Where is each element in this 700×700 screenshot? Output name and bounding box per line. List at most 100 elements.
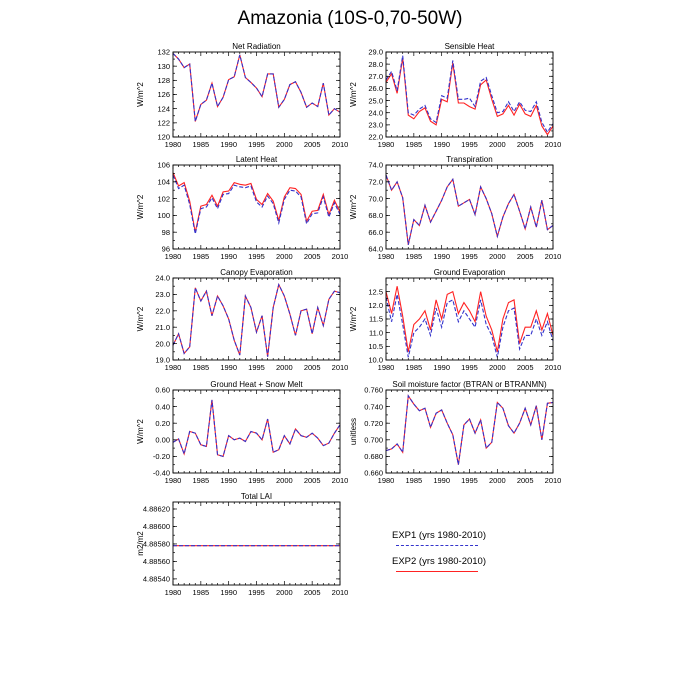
x-tick-label: 1985 [405,140,422,149]
x-tick-label: 1980 [378,252,395,261]
plot-frame [172,51,341,138]
chart-panel-2: Latent Heat W/m^2 1980 1985 1990 1995 2000 2005… [136,155,348,261]
x-tick-label: 1980 [165,140,182,149]
series-line-exp1 [172,399,341,458]
y-tick-label: 20.0 [155,339,170,348]
x-tick-label: 1995 [461,363,478,372]
x-tick-label: 2010 [332,140,349,149]
y-axis-label: W/m^2 [349,306,358,331]
chart-panel-6: Ground Heat + Snow Melt W/m^2 1980 1985 1990… [136,380,348,485]
x-tick-label: 1990 [220,588,237,597]
chart-panel-8: Total LAI m2/m2 1980 1985 1990 1995 2000 2005 20… [136,492,348,597]
x-tick-label: 1990 [433,140,450,149]
y-tick-label: 64.0 [368,245,383,254]
x-tick-label: 2000 [276,140,293,149]
x-tick-label: 1985 [192,476,209,485]
y-tick-label: 70.0 [368,194,383,203]
x-tick-label: 1995 [248,363,265,372]
chart-title: Soil moisture factor (BTRAN or BTRANMN) [392,380,547,389]
plot-frame [172,389,341,474]
x-tick-label: 1995 [461,476,478,485]
y-tick-label: 11.5 [369,315,383,324]
series-line-exp2 [172,399,341,458]
x-tick-label: 1990 [220,363,237,372]
x-tick-label: 2010 [332,252,349,261]
x-tick-label: 1985 [192,363,209,372]
y-tick-label: 0.680 [364,452,383,461]
x-tick-label: 1985 [405,252,422,261]
x-tick-label: 1990 [220,476,237,485]
x-tick-label: 1985 [192,252,209,261]
x-tick-label: 1990 [433,363,450,372]
legend-entry-exp2: EXP2 (yrs 1980-2010) [392,556,522,582]
series-line-exp2 [385,286,554,352]
y-tick-label: 68.0 [368,211,383,220]
x-tick-label: 2005 [304,252,321,261]
x-tick-label: 2005 [517,252,534,261]
y-tick-label: 28.0 [368,60,383,69]
x-tick-label: 2005 [304,476,321,485]
plot-frame [172,501,341,586]
y-tick-label: 106 [157,161,170,170]
x-tick-label: 1980 [378,476,395,485]
x-tick-label: 1985 [405,363,422,372]
y-tick-label: 122 [157,119,170,128]
y-tick-label: 10.0 [368,356,383,365]
y-tick-label: 4.88580 [143,540,170,549]
series-line-exp1 [385,394,554,465]
x-tick-label: 1980 [378,363,395,372]
legend-swatch-exp1 [396,545,478,546]
x-tick-label: 2010 [545,476,562,485]
y-tick-label: 130 [157,62,170,71]
x-tick-label: 1995 [461,140,478,149]
chart-panel-3: Transpiration W/m^2 1980 1985 1990 1995 2000 20… [349,155,561,261]
y-tick-label: 102 [157,194,170,203]
x-tick-label: 2010 [545,140,562,149]
x-tick-label: 2005 [304,588,321,597]
x-tick-label: 2010 [332,363,349,372]
y-tick-label: 10.5 [368,342,383,351]
y-axis-label: W/m^2 [349,194,358,219]
x-tick-label: 1995 [248,140,265,149]
y-tick-label: 0.760 [364,386,383,395]
x-tick-label: 2000 [276,252,293,261]
y-tick-label: -0.20 [153,452,170,461]
x-tick-label: 2000 [489,140,506,149]
chart-title: Latent Heat [236,155,278,164]
x-tick-label: 1990 [433,476,450,485]
series-line-exp1 [385,294,554,358]
legend-label-exp1: EXP1 (yrs 1980-2010) [392,530,486,541]
x-tick-label: 2010 [545,252,562,261]
x-tick-label: 1985 [192,140,209,149]
x-tick-label: 1980 [165,252,182,261]
y-tick-label: 0.700 [364,436,383,445]
chart-panel-4: Canopy Evaporation W/m^2 1980 1985 1990 1995 2… [136,268,348,372]
series-line-exp1 [172,174,341,234]
y-tick-label: 23.0 [368,121,383,130]
series-line-exp1 [385,55,554,134]
plot-frame [385,51,554,138]
x-tick-label: 1995 [461,252,478,261]
y-tick-label: 124 [157,104,170,113]
chart-panel-5: Ground Evaporation W/m^2 1980 1985 1990 1995 2… [349,268,561,372]
x-tick-label: 2010 [332,476,349,485]
chart-title: Ground Evaporation [434,268,506,277]
y-tick-label: 128 [157,76,170,85]
y-axis-label: m2/m2 [136,531,145,556]
y-tick-label: 25.0 [368,96,383,105]
y-tick-label: 0.720 [364,419,383,428]
legend-entry-exp1: EXP1 (yrs 1980-2010) [392,530,522,556]
series-line-exp1 [172,282,341,357]
y-tick-label: 126 [157,90,170,99]
x-tick-label: 1980 [165,363,182,372]
x-tick-label: 2010 [332,588,349,597]
y-tick-label: 0.660 [364,469,383,478]
y-tick-label: 19.0 [155,356,170,365]
y-axis-label: W/m^2 [136,419,145,444]
chart-panel-0: Net Radiation W/m^2 1980 1985 1990 1995 2000 20… [136,42,348,149]
legend: EXP1 (yrs 1980-2010) EXP2 (yrs 1980-2010… [392,530,522,582]
x-tick-label: 2010 [545,363,562,372]
y-tick-label: 4.88620 [143,505,170,514]
y-tick-label: 23.0 [155,290,170,299]
chart-title: Total LAI [241,492,272,501]
